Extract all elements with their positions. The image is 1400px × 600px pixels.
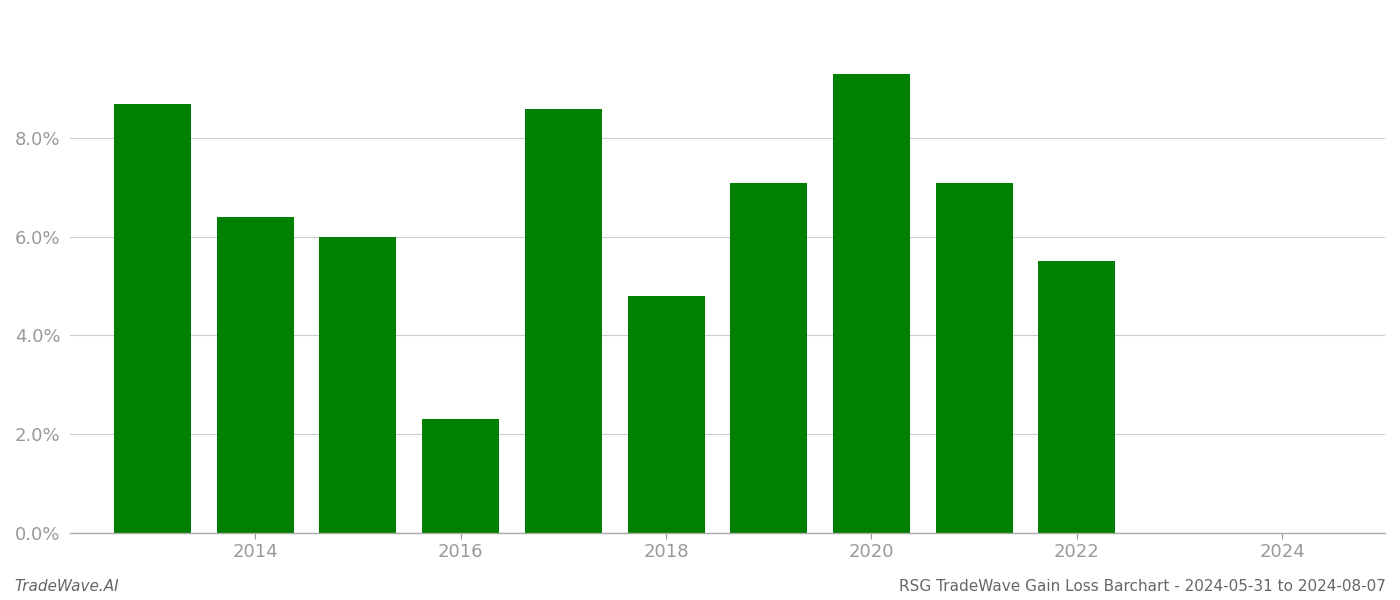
Bar bbox=[525, 109, 602, 533]
Text: TradeWave.AI: TradeWave.AI bbox=[14, 579, 119, 594]
Bar bbox=[113, 104, 190, 533]
Bar bbox=[731, 182, 808, 533]
Text: RSG TradeWave Gain Loss Barchart - 2024-05-31 to 2024-08-07: RSG TradeWave Gain Loss Barchart - 2024-… bbox=[899, 579, 1386, 594]
Bar bbox=[1039, 262, 1116, 533]
Bar bbox=[627, 296, 704, 533]
Bar bbox=[319, 237, 396, 533]
Bar bbox=[833, 74, 910, 533]
Bar bbox=[423, 419, 500, 533]
Bar bbox=[935, 182, 1012, 533]
Bar bbox=[217, 217, 294, 533]
